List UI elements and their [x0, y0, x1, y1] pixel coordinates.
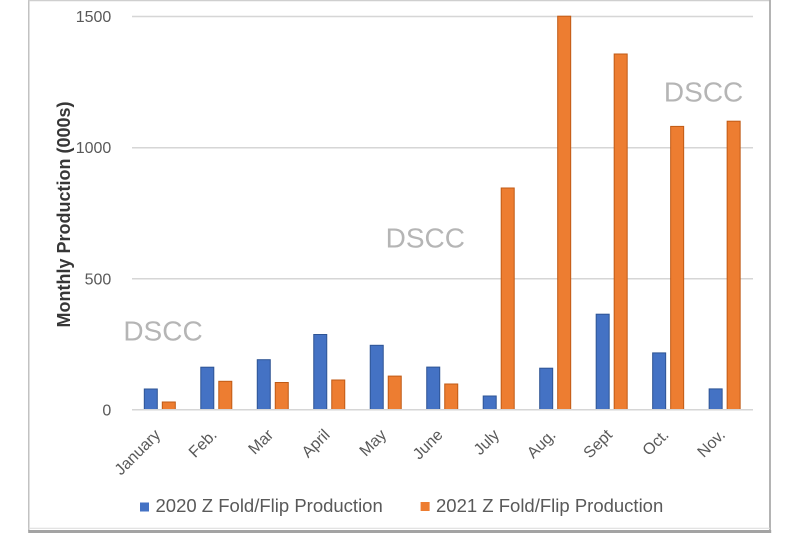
svg-text:DSCC: DSCC [386, 223, 465, 254]
svg-text:2020 Z Fold/Flip Production: 2020 Z Fold/Flip Production [156, 495, 383, 516]
svg-text:1000: 1000 [76, 140, 112, 157]
svg-text:DSCC: DSCC [664, 77, 743, 108]
svg-text:0: 0 [102, 403, 111, 420]
svg-text:Monthly Production (000s): Monthly Production (000s) [54, 101, 74, 327]
svg-text:500: 500 [85, 271, 112, 288]
svg-text:DSCC: DSCC [123, 316, 202, 347]
svg-text:2021 Z Fold/Flip Production: 2021 Z Fold/Flip Production [436, 495, 663, 516]
svg-text:1500: 1500 [76, 9, 112, 26]
